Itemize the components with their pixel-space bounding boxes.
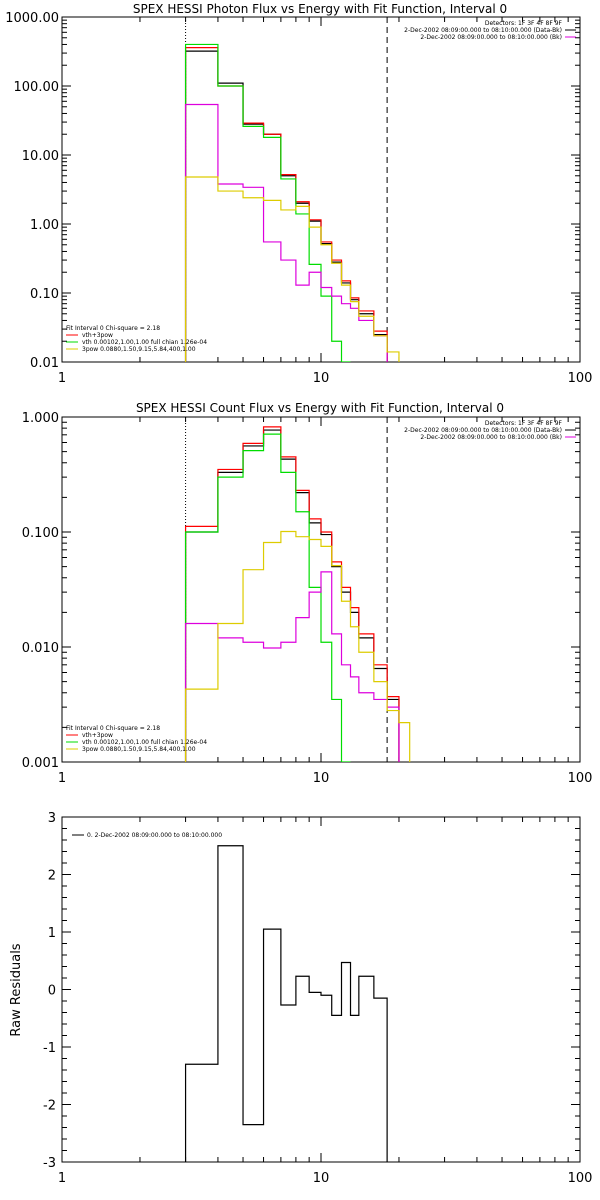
y-tick-label: 0.01 — [30, 356, 59, 371]
x-tick-label: 100 — [568, 771, 593, 786]
x-tick-label: 100 — [568, 371, 593, 386]
header-line: 2-Dec-2002 08:09:00.000 to 08:10:00.000 … — [404, 27, 562, 34]
x-tick-label: 1 — [58, 771, 66, 786]
y-tick-label: 100.00 — [14, 80, 60, 95]
header-line: 2-Dec-2002 08:09:00.000 to 08:10:00.000 … — [420, 34, 562, 41]
y-tick-label: 1.000 — [22, 411, 59, 426]
photon-flux-chart: SPEX HESSI Photon Flux vs Energy with Fi… — [5, 2, 592, 386]
series-line-3 — [184, 571, 400, 762]
fit-legend-line: Fit Interval 0 Chi-square = 2.18 — [66, 325, 160, 332]
header-line: 2-Dec-2002 08:09:00.000 to 08:10:00.000 … — [420, 434, 562, 441]
y-tick-label: 0 — [48, 984, 56, 999]
fit-legend-line: vth 0.00102,1.00,1.00 full chian 1.26e-0… — [82, 739, 207, 746]
header-line: Detectors: 1F 3F 4F 8F 9F — [485, 420, 563, 427]
plot-frame — [61, 816, 581, 1163]
x-tick-label: 1 — [58, 371, 66, 386]
series-line-3 — [184, 103, 388, 362]
x-tick-label: 1 — [58, 1171, 66, 1186]
fit-legend-line: 3pow 0.0880,1.50,9.15,5.84,400,1.00 — [82, 346, 196, 353]
x-tick-label: 100 — [568, 1171, 593, 1186]
fit-legend-line: vth+3pow — [82, 732, 113, 739]
series-line-2 — [184, 433, 351, 762]
y-tick-label: -3 — [43, 1156, 56, 1171]
legend-label: 0. 2-Dec-2002 08:09:00.000 to 08:10:00.0… — [87, 832, 222, 839]
x-tick-label: 10 — [313, 771, 330, 786]
y-tick-label: 0.10 — [30, 287, 59, 302]
x-tick-label: 10 — [313, 371, 330, 386]
y-tick-label: 1000.00 — [5, 11, 59, 26]
chart-title: SPEX HESSI Photon Flux vs Energy with Fi… — [133, 2, 507, 16]
y-tick-label: 0.001 — [22, 756, 59, 771]
y-tick-label: -1 — [43, 1041, 56, 1056]
fit-legend-line: 3pow 0.0880,1.50,9.15,5.84,400,1.00 — [82, 746, 196, 753]
count-flux-chart: SPEX HESSI Count Flux vs Energy with Fit… — [22, 401, 593, 786]
x-tick-label: 10 — [313, 1171, 330, 1186]
y-tick-label: 1.00 — [30, 218, 59, 233]
series-line-1 — [184, 426, 400, 762]
fit-legend-line: Fit Interval 0 Chi-square = 2.18 — [66, 725, 160, 732]
header-line: 2-Dec-2002 08:09:00.000 to 08:10:00.000 … — [404, 427, 562, 434]
series-line-0 — [184, 845, 388, 1162]
y-tick-label: 1 — [48, 926, 56, 941]
y-tick-label: 0.100 — [22, 526, 59, 541]
fit-legend-line: vth+3pow — [82, 332, 113, 339]
series-line-0 — [184, 50, 388, 362]
y-tick-label: 10.00 — [22, 149, 59, 164]
y-tick-label: -2 — [43, 1099, 56, 1114]
y-tick-label: 0.010 — [22, 641, 59, 656]
series-line-4 — [184, 176, 400, 362]
fit-legend-line: vth 0.00102,1.00,1.00 full chian 1.26e-0… — [82, 339, 207, 346]
residuals-chart: Raw Residuals 1 10 100 -3 -2 -1 0 1 2 3 0. 2-Dec-2… — [9, 811, 592, 1186]
y-tick-label: 2 — [48, 869, 56, 884]
y-tick-label: 3 — [48, 811, 56, 826]
y-axis-label: Raw Residuals — [9, 943, 24, 1036]
series-line-2 — [184, 43, 351, 362]
series-line-4 — [184, 530, 411, 762]
chart-title: SPEX HESSI Count Flux vs Energy with Fit… — [136, 401, 504, 415]
plot-frame — [61, 16, 581, 363]
header-line: Detectors: 1F 3F 4F 8F 9F — [485, 20, 563, 27]
series-line-1 — [184, 47, 388, 362]
